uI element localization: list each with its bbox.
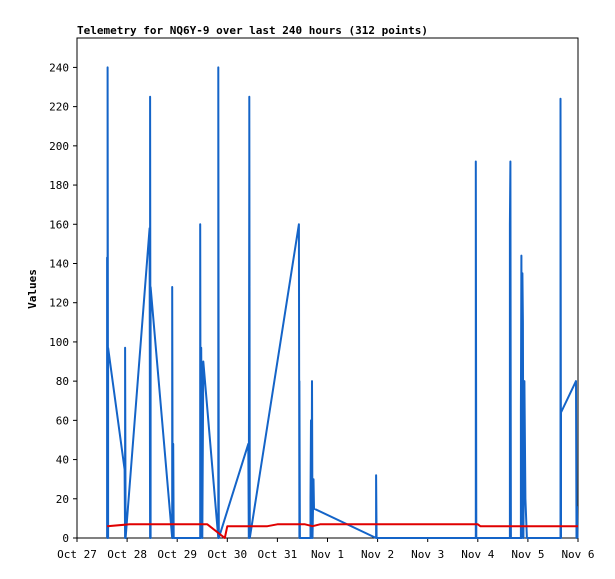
x-tick-label: Nov 3	[411, 548, 444, 561]
y-tick-label: 160	[49, 218, 69, 231]
y-tick-label: 200	[49, 140, 69, 153]
series-line-1	[107, 523, 578, 539]
x-tick-label: Nov 5	[511, 548, 544, 561]
x-tick-label: Nov 6	[561, 548, 594, 561]
y-tick-label: 80	[56, 375, 69, 388]
y-tick-label: 120	[49, 297, 69, 310]
x-tick-label: Oct 31	[258, 548, 298, 561]
y-tick-label: 40	[56, 454, 69, 467]
x-tick-label: Oct 27	[57, 548, 97, 561]
x-tick-label: Oct 29	[157, 548, 197, 561]
x-tick-label: Oct 30	[207, 548, 247, 561]
x-tick-label: Nov 2	[361, 548, 394, 561]
x-tick-label: Nov 1	[311, 548, 344, 561]
chart-title: Telemetry for NQ6Y-9 over last 240 hours…	[77, 24, 428, 37]
y-tick-label: 180	[49, 179, 69, 192]
x-axis-ticks: Oct 27 Oct 28 Oct 29 Oct 30 Oct 31 Nov 1 Nov 2…	[57, 538, 595, 561]
y-tick-label: 100	[49, 336, 69, 349]
y-tick-label: 240	[49, 61, 69, 74]
y-axis-ticks: 0 20 40 60 80 100 120 140 160 180 200 220 240	[49, 61, 77, 545]
series-layer	[106, 66, 579, 539]
y-axis-label: Values	[26, 269, 39, 309]
series-line-0	[106, 66, 579, 539]
x-tick-label: Oct 28	[107, 548, 147, 561]
y-tick-label: 0	[62, 532, 69, 545]
y-tick-label: 60	[56, 414, 69, 427]
x-tick-label: Nov 4	[461, 548, 494, 561]
y-tick-label: 20	[56, 493, 69, 506]
plot-area-border	[76, 37, 579, 539]
y-tick-label: 140	[49, 257, 69, 270]
y-tick-label: 220	[49, 101, 69, 114]
